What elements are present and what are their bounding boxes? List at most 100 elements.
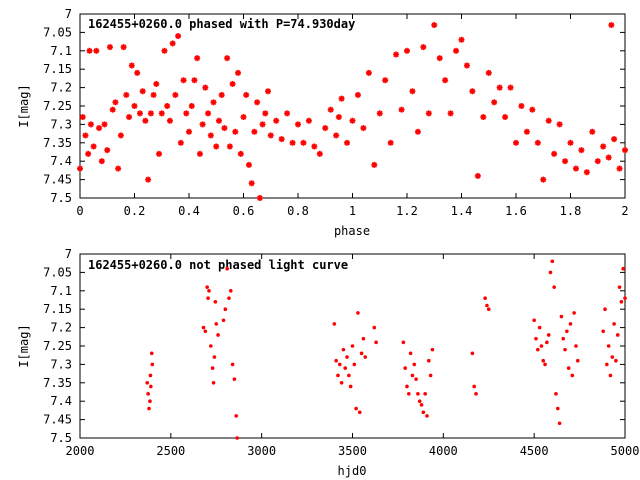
data-point xyxy=(563,347,567,352)
data-point xyxy=(240,114,247,121)
data-point xyxy=(474,172,481,179)
data-points xyxy=(145,259,627,440)
data-point xyxy=(93,47,100,54)
y-tick-label: 7.3 xyxy=(50,357,72,371)
data-point xyxy=(572,311,576,315)
data-point xyxy=(210,366,215,370)
data-point xyxy=(112,99,119,106)
data-point xyxy=(382,77,389,84)
data-point xyxy=(230,362,235,367)
data-point xyxy=(559,314,564,319)
data-point xyxy=(404,47,410,54)
data-point xyxy=(548,270,553,275)
y-tick-label: 7.4 xyxy=(50,154,72,168)
x-tick-label: 4500 xyxy=(520,444,549,458)
data-point xyxy=(147,110,154,117)
data-points xyxy=(77,22,628,201)
data-point xyxy=(605,154,612,161)
data-point xyxy=(543,362,547,367)
data-point xyxy=(570,373,575,378)
data-point xyxy=(211,381,216,385)
data-point xyxy=(267,132,274,139)
data-point xyxy=(416,392,420,396)
data-point xyxy=(608,373,613,378)
data-point xyxy=(215,117,222,124)
data-point xyxy=(513,139,519,146)
data-point xyxy=(393,51,400,58)
data-point xyxy=(344,139,351,146)
data-point xyxy=(226,143,233,150)
data-point xyxy=(414,377,418,381)
data-point xyxy=(349,117,356,124)
x-tick-label: 1 xyxy=(349,204,356,218)
data-point xyxy=(227,296,231,300)
data-point xyxy=(148,399,152,404)
data-point xyxy=(251,128,258,135)
data-point xyxy=(335,114,342,121)
data-point xyxy=(610,355,615,359)
y-tick-label: 7 xyxy=(65,7,72,21)
data-point xyxy=(203,329,208,334)
data-point xyxy=(545,340,549,345)
data-point xyxy=(101,121,108,128)
data-point xyxy=(295,121,301,128)
data-point xyxy=(611,136,618,143)
data-point xyxy=(172,91,179,98)
y-tick-label: 7.2 xyxy=(50,81,72,95)
data-point xyxy=(534,139,541,146)
data-point xyxy=(334,358,338,363)
data-point xyxy=(410,373,415,378)
data-point xyxy=(347,373,351,378)
data-point xyxy=(109,106,116,113)
data-point xyxy=(224,55,231,62)
data-point xyxy=(225,266,229,271)
data-point xyxy=(496,84,503,91)
data-point xyxy=(568,322,573,326)
data-point xyxy=(327,106,334,113)
data-point xyxy=(245,161,252,168)
data-point xyxy=(256,195,263,201)
data-point xyxy=(232,377,237,381)
data-point xyxy=(518,103,525,109)
data-point xyxy=(614,358,618,363)
data-point xyxy=(567,139,574,146)
data-point xyxy=(354,406,358,411)
data-point xyxy=(339,381,344,385)
data-point xyxy=(191,77,198,84)
data-point xyxy=(284,110,291,117)
data-point xyxy=(146,392,150,396)
data-point xyxy=(248,180,255,187)
data-point xyxy=(408,351,413,356)
data-point xyxy=(550,259,555,264)
chart-title: 162455+0260.0 not phased light curve xyxy=(88,258,348,272)
data-point xyxy=(87,121,94,128)
data-point xyxy=(221,125,228,132)
data-point xyxy=(612,322,616,326)
x-tick-label: 0.6 xyxy=(233,204,255,218)
y-axis-ticks: 7 7.05 7.1 7.15 7.2 7.25 7.3 7.35 7.4 7.45 7.5 xyxy=(43,7,625,205)
data-point xyxy=(615,333,620,337)
data-point xyxy=(201,325,206,330)
data-point xyxy=(194,55,201,62)
data-point xyxy=(183,110,190,117)
data-point xyxy=(425,110,432,117)
data-point xyxy=(223,307,228,312)
x-axis-label: phase xyxy=(334,224,370,238)
data-point xyxy=(469,88,476,95)
data-point xyxy=(398,106,405,113)
data-point xyxy=(403,366,407,370)
data-point xyxy=(145,381,150,385)
x-axis-ticks: 0 0.2 0.4 0.6 0.8 1 1.2 1.4 1.6 1.8 2 xyxy=(76,14,629,218)
data-point xyxy=(423,392,427,396)
data-point xyxy=(561,336,566,341)
y-axis-ticks: 7 7.05 7.1 7.15 7.2 7.25 7.3 7.35 7.4 7.45 7.5 xyxy=(43,247,625,445)
data-point xyxy=(453,47,460,54)
x-tick-label: 0.8 xyxy=(287,204,309,218)
data-point xyxy=(196,150,203,157)
x-tick-label: 5000 xyxy=(611,444,640,458)
data-point xyxy=(131,103,138,109)
data-point xyxy=(472,384,477,389)
data-point xyxy=(421,410,426,415)
data-point xyxy=(234,414,239,418)
